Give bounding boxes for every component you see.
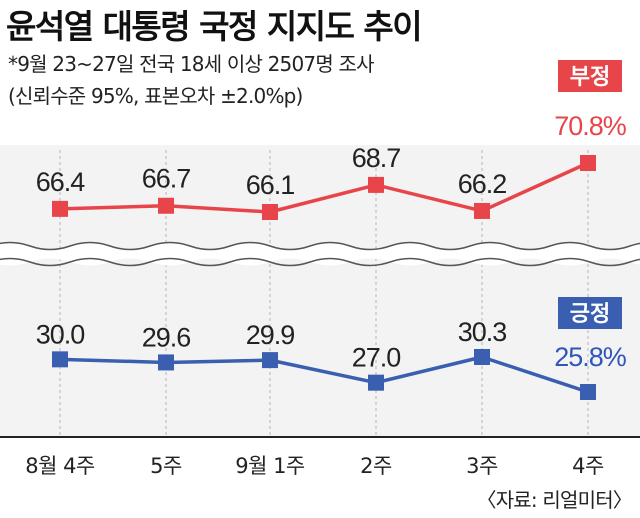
confidence-note: (신뢰수준 95%, 표본오차 ±2.0%p) bbox=[8, 84, 303, 108]
negative-value-label: 68.7 bbox=[352, 143, 401, 173]
axis-break-line-upper bbox=[0, 241, 640, 251]
negative-marker bbox=[368, 176, 384, 193]
positive-marker bbox=[52, 351, 68, 368]
negative-marker bbox=[52, 200, 68, 217]
x-tick-label: 4주 bbox=[572, 454, 604, 478]
positive-marker bbox=[368, 374, 384, 391]
negative-marker bbox=[580, 155, 596, 171]
positive-marker bbox=[474, 349, 490, 365]
negative-line bbox=[59, 161, 589, 214]
data-labels: 66.4 66.7 66.1 68.7 66.2 70.8% 부정 30.0 29.6 29.9 2… bbox=[36, 60, 628, 373]
positive-line bbox=[59, 355, 589, 394]
x-tick-label: 3주 bbox=[466, 454, 498, 478]
negative-value-label: 66.7 bbox=[142, 164, 191, 194]
axis-break-line-lower bbox=[0, 257, 640, 267]
axis-break bbox=[0, 241, 640, 267]
chart-title: 윤석열 대통령 국정 지지도 추이 bbox=[6, 7, 423, 46]
negative-marker bbox=[158, 197, 174, 214]
negative-badge bbox=[558, 60, 622, 92]
plot-area bbox=[0, 145, 640, 437]
positive-value-label: 29.9 bbox=[246, 320, 295, 350]
positive-badge-label: 긍정 bbox=[570, 302, 610, 327]
positive-value-label: 30.0 bbox=[36, 319, 85, 349]
x-axis: 8월 4주 5주 9월 1주 2주 3주 4주 bbox=[0, 436, 640, 478]
x-tick-label: 2주 bbox=[360, 454, 392, 478]
positive-value-label: 30.3 bbox=[458, 317, 507, 347]
x-tick-label: 8월 4주 bbox=[25, 454, 95, 478]
negative-badge-label: 부정 bbox=[570, 65, 610, 90]
negative-marker bbox=[474, 202, 490, 219]
series-layer bbox=[52, 155, 596, 400]
x-tick-label: 9월 1주 bbox=[235, 454, 305, 478]
chart-background bbox=[0, 145, 640, 437]
positive-value-label: 27.0 bbox=[352, 343, 401, 373]
positive-value-label: 25.8% bbox=[554, 342, 627, 372]
survey-note: *9월 23~27일 전국 18세 이상 2507명 조사 bbox=[8, 52, 374, 76]
positive-marker bbox=[262, 352, 278, 369]
negative-value-label: 70.8% bbox=[554, 111, 627, 141]
source-note: 〈자료: 리얼미터〉 bbox=[476, 488, 633, 512]
positive-marker bbox=[580, 384, 596, 400]
positive-marker bbox=[158, 354, 174, 371]
negative-value-label: 66.2 bbox=[458, 169, 507, 199]
positive-value-label: 29.6 bbox=[142, 322, 191, 352]
negative-value-label: 66.4 bbox=[36, 167, 86, 197]
negative-marker bbox=[262, 204, 278, 220]
positive-badge bbox=[558, 297, 622, 329]
negative-value-label: 66.1 bbox=[246, 170, 295, 200]
x-tick-label: 5주 bbox=[150, 454, 182, 478]
